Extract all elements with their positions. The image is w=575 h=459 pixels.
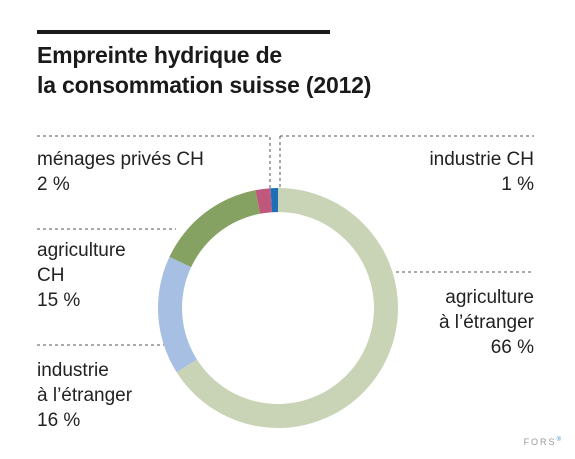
label-menages-prives-ch: ménages privés CH 2 % <box>37 147 204 197</box>
label-industrie-ch-name: industrie CH <box>429 149 534 170</box>
label-ind-etr-pct: 16 % <box>37 410 81 431</box>
label-agriculture-ch: agriculture CH 15 % <box>37 238 126 313</box>
label-menages-pct: 2 % <box>37 174 70 195</box>
slice-agriculture-ch <box>169 190 261 268</box>
label-agri-ch-name-1: agriculture <box>37 240 126 261</box>
label-agri-etr-name-1: agriculture <box>445 287 534 308</box>
slice-m-nages-priv-s-ch <box>255 188 272 214</box>
label-industrie-etranger: industrie à l’étranger 16 % <box>37 358 132 433</box>
label-agriculture-etranger: agriculture à l’étranger 66 % <box>439 285 534 360</box>
chart-title: Empreinte hydrique de la consommation su… <box>37 40 371 100</box>
leader-lines <box>37 135 534 346</box>
slice-industrie-ch <box>270 188 278 213</box>
label-ind-etr-name-2: à l’étranger <box>37 385 133 406</box>
chart-title-line-2: la consommation suisse (2012) <box>37 72 372 98</box>
label-industrie-ch-pct: 1 % <box>501 174 534 195</box>
chart-title-line-1: Empreinte hydrique de <box>37 42 283 68</box>
label-menages-name: ménages privés CH <box>37 149 204 170</box>
fors-logo: FORS® <box>524 437 561 447</box>
label-agri-etr-name-2: à l’étranger <box>438 312 534 333</box>
brand-text: FORS <box>523 437 557 447</box>
label-industrie-ch: industrie CH 1 % <box>429 147 534 197</box>
donut-slices <box>158 188 398 428</box>
label-agri-ch-pct: 15 % <box>37 290 81 311</box>
slice-industrie-l-tranger <box>158 256 197 373</box>
label-ind-etr-name-1: industrie <box>37 360 109 381</box>
title-rule <box>37 30 330 34</box>
label-agri-ch-name-2: CH <box>37 265 65 286</box>
label-agri-etr-pct: 66 % <box>490 337 534 358</box>
brand-mark: ® <box>556 437 561 443</box>
